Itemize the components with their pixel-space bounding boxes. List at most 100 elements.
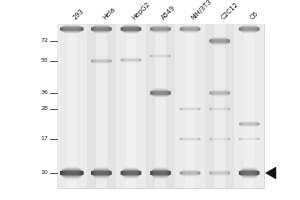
Text: C2C12: C2C12 — [220, 1, 239, 21]
FancyBboxPatch shape — [94, 169, 109, 177]
FancyBboxPatch shape — [92, 170, 110, 176]
FancyBboxPatch shape — [63, 168, 80, 178]
FancyBboxPatch shape — [181, 107, 199, 111]
FancyBboxPatch shape — [153, 169, 168, 177]
FancyBboxPatch shape — [239, 138, 260, 140]
FancyBboxPatch shape — [214, 136, 225, 142]
FancyBboxPatch shape — [184, 24, 196, 34]
FancyBboxPatch shape — [209, 108, 230, 110]
FancyBboxPatch shape — [125, 167, 136, 179]
FancyBboxPatch shape — [209, 39, 230, 43]
FancyBboxPatch shape — [214, 36, 225, 46]
Text: 55: 55 — [40, 58, 48, 64]
FancyBboxPatch shape — [211, 91, 229, 95]
Bar — [205, 24, 234, 188]
FancyBboxPatch shape — [96, 167, 107, 179]
Text: Hela: Hela — [101, 6, 116, 21]
FancyBboxPatch shape — [155, 53, 166, 59]
FancyBboxPatch shape — [66, 167, 78, 179]
Bar — [67, 24, 77, 188]
FancyBboxPatch shape — [180, 171, 200, 175]
FancyBboxPatch shape — [121, 171, 141, 175]
Text: 28: 28 — [40, 106, 48, 112]
FancyBboxPatch shape — [240, 26, 258, 32]
FancyBboxPatch shape — [92, 26, 110, 32]
Text: 72: 72 — [40, 38, 48, 44]
FancyBboxPatch shape — [122, 170, 140, 176]
FancyBboxPatch shape — [180, 138, 200, 140]
FancyBboxPatch shape — [240, 138, 258, 140]
Bar — [234, 24, 264, 188]
Bar — [185, 24, 195, 188]
FancyBboxPatch shape — [181, 137, 199, 141]
FancyBboxPatch shape — [122, 58, 140, 62]
FancyBboxPatch shape — [96, 24, 107, 34]
Bar — [87, 24, 116, 188]
FancyBboxPatch shape — [214, 169, 225, 177]
FancyBboxPatch shape — [60, 171, 84, 175]
FancyBboxPatch shape — [244, 120, 255, 128]
FancyBboxPatch shape — [121, 59, 141, 61]
FancyBboxPatch shape — [209, 171, 230, 175]
Polygon shape — [266, 167, 276, 179]
FancyBboxPatch shape — [124, 25, 138, 33]
FancyBboxPatch shape — [242, 121, 256, 127]
FancyBboxPatch shape — [239, 171, 260, 175]
FancyBboxPatch shape — [181, 26, 199, 31]
Bar — [146, 24, 175, 188]
FancyBboxPatch shape — [209, 91, 230, 95]
FancyBboxPatch shape — [242, 137, 256, 141]
Bar — [57, 24, 264, 188]
FancyBboxPatch shape — [122, 26, 140, 32]
FancyBboxPatch shape — [212, 107, 227, 111]
Bar — [126, 24, 136, 188]
Text: 17: 17 — [40, 136, 48, 142]
FancyBboxPatch shape — [184, 106, 196, 112]
FancyBboxPatch shape — [180, 108, 200, 110]
FancyBboxPatch shape — [92, 59, 110, 63]
FancyBboxPatch shape — [124, 57, 138, 63]
FancyBboxPatch shape — [209, 138, 230, 140]
FancyBboxPatch shape — [183, 25, 197, 33]
FancyBboxPatch shape — [150, 171, 171, 175]
FancyBboxPatch shape — [94, 58, 109, 64]
FancyBboxPatch shape — [244, 24, 255, 34]
FancyBboxPatch shape — [152, 26, 169, 31]
FancyBboxPatch shape — [214, 106, 225, 112]
FancyBboxPatch shape — [153, 25, 168, 33]
FancyBboxPatch shape — [61, 170, 82, 176]
FancyBboxPatch shape — [153, 54, 168, 58]
FancyBboxPatch shape — [153, 89, 168, 97]
FancyBboxPatch shape — [91, 171, 112, 175]
FancyBboxPatch shape — [211, 107, 229, 111]
FancyBboxPatch shape — [183, 137, 197, 141]
FancyBboxPatch shape — [155, 24, 166, 34]
FancyBboxPatch shape — [184, 136, 196, 142]
FancyBboxPatch shape — [183, 107, 197, 111]
FancyBboxPatch shape — [211, 137, 229, 141]
FancyBboxPatch shape — [152, 170, 169, 176]
FancyBboxPatch shape — [121, 27, 141, 31]
FancyBboxPatch shape — [183, 170, 197, 176]
Text: C6: C6 — [249, 10, 260, 21]
Text: NIH/3T3: NIH/3T3 — [190, 0, 213, 21]
FancyBboxPatch shape — [239, 123, 260, 125]
FancyBboxPatch shape — [240, 122, 258, 126]
FancyBboxPatch shape — [94, 25, 109, 33]
FancyBboxPatch shape — [124, 169, 138, 177]
Text: 10: 10 — [40, 170, 48, 176]
FancyBboxPatch shape — [244, 136, 255, 142]
FancyBboxPatch shape — [91, 60, 112, 62]
FancyBboxPatch shape — [63, 25, 80, 33]
FancyBboxPatch shape — [214, 89, 225, 97]
FancyBboxPatch shape — [91, 27, 112, 31]
Bar — [175, 24, 205, 188]
FancyBboxPatch shape — [211, 38, 229, 44]
FancyBboxPatch shape — [184, 169, 196, 177]
Text: 293: 293 — [72, 8, 85, 21]
FancyBboxPatch shape — [244, 167, 255, 179]
FancyBboxPatch shape — [211, 171, 229, 175]
Bar — [155, 24, 166, 188]
FancyBboxPatch shape — [125, 57, 136, 63]
FancyBboxPatch shape — [212, 170, 227, 176]
